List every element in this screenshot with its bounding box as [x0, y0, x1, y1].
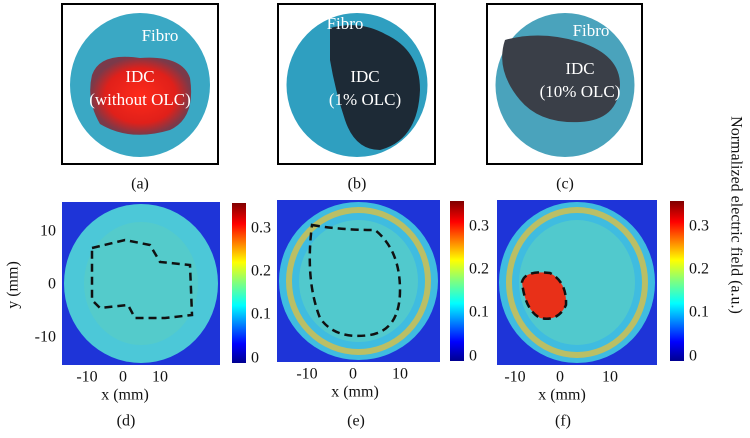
y-tick-label: -10 — [35, 329, 56, 346]
x-tick-label: 0 — [349, 366, 357, 383]
tumor-outline — [520, 271, 568, 320]
hot-region — [522, 272, 567, 319]
caption: (c) — [556, 176, 574, 193]
x-axis-label: x (mm) — [101, 387, 149, 404]
colorbar-tick-label: 0.1 — [251, 306, 271, 323]
photo-label: Fibro — [573, 21, 610, 40]
x-tick-label: 10 — [392, 366, 408, 383]
caption: (e) — [347, 413, 365, 430]
tumor-outline — [90, 238, 194, 320]
heatmap-ring — [506, 207, 648, 358]
caption: (d) — [117, 413, 136, 430]
photo-label: (without OLC) — [89, 90, 191, 109]
x-axis-label: x (mm) — [331, 384, 379, 401]
caption: (f) — [555, 413, 571, 430]
x-tick-label: 0 — [119, 369, 127, 386]
x-tick-label: -10 — [296, 366, 317, 383]
tumor-region — [502, 35, 620, 123]
photo-label: IDC — [565, 59, 594, 78]
y-tick-label: 10 — [40, 223, 56, 240]
colorbar-tick-label: 0.2 — [251, 263, 271, 280]
colorbar — [450, 201, 464, 361]
photo-label: (10% OLC) — [540, 82, 621, 101]
x-tick-label: -10 — [504, 369, 525, 386]
colorbar-tick-label: 0.3 — [689, 218, 709, 235]
tumor-outline — [308, 223, 402, 338]
caption: (b) — [348, 176, 367, 193]
colorbar-tick-label: 0 — [251, 350, 259, 367]
heatmap-inner — [299, 220, 418, 342]
colorbar — [232, 203, 246, 363]
heatmap-inner — [84, 222, 198, 345]
photo-label: (1% OLC) — [329, 90, 401, 109]
colorbar-tick-label: 0 — [689, 348, 697, 365]
colorbar-tick-label: 0.2 — [469, 261, 489, 278]
photo-label: IDC — [125, 67, 154, 86]
colorbar-label: Normalized electric field (a.u.) — [727, 116, 744, 314]
x-tick-label: 10 — [152, 369, 168, 386]
colorbar-tick-label: 0.2 — [689, 261, 709, 278]
x-axis-label: x (mm) — [538, 387, 586, 404]
colorbar-tick-label: 0.1 — [689, 304, 709, 321]
caption: (a) — [131, 176, 149, 193]
colorbar-tick-label: 0 — [469, 348, 477, 365]
colorbar-tick-label: 0.1 — [469, 304, 489, 321]
photo-label: IDC — [350, 67, 379, 86]
tumor-region — [330, 25, 420, 150]
colorbar — [670, 201, 684, 361]
y-tick-label: 0 — [48, 276, 56, 293]
y-axis-label: y (mm) — [5, 261, 22, 309]
photo-label: Fibro — [142, 26, 179, 45]
x-tick-label: 10 — [602, 369, 618, 386]
colorbar-tick-label: 0.3 — [469, 218, 489, 235]
photo-label: Fibro — [327, 14, 364, 33]
heatmap-ring — [286, 207, 431, 355]
x-tick-label: -10 — [76, 369, 97, 386]
x-tick-label: 0 — [556, 369, 564, 386]
colorbar-tick-label: 0.3 — [251, 220, 271, 237]
tumor-region — [90, 56, 192, 135]
